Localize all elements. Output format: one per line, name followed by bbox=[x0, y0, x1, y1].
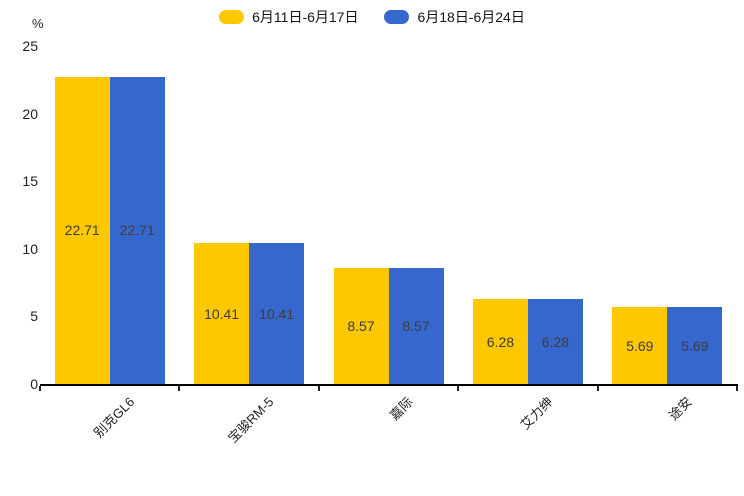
x-axis-label: 嘉际 bbox=[387, 394, 417, 424]
x-axis-tick-mark bbox=[317, 386, 320, 391]
bar-value-label: 22.71 bbox=[64, 222, 100, 239]
legend-swatch-week1-icon bbox=[219, 10, 245, 24]
legend-swatch-week2-icon bbox=[384, 10, 410, 24]
y-axis-tick-label: 15 bbox=[22, 173, 38, 190]
bar-series0-cat2: 8.57 bbox=[333, 268, 389, 384]
x-axis-tick-mark bbox=[457, 386, 460, 391]
legend-item-week1[interactable]: 6月11日-6月17日 bbox=[219, 8, 358, 26]
bar-value-label: 22.71 bbox=[119, 222, 155, 239]
legend-item-week2[interactable]: 6月18日-6月24日 bbox=[384, 8, 525, 26]
bar-value-label: 6.28 bbox=[541, 333, 570, 350]
y-axis-tick-label: 10 bbox=[22, 240, 38, 257]
bar-value-label: 10.41 bbox=[204, 305, 240, 322]
y-axis-tick-label: 25 bbox=[22, 38, 38, 54]
bar-value-label: 10.41 bbox=[259, 305, 295, 322]
x-axis-tick-mark bbox=[596, 386, 599, 391]
y-axis-unit-label: % bbox=[32, 16, 44, 31]
bar-series0-cat1: 10.41 bbox=[194, 243, 250, 384]
bar-value-label: 5.69 bbox=[626, 337, 654, 354]
bar-value-label: 5.69 bbox=[681, 337, 709, 354]
bar-value-label: 8.57 bbox=[347, 318, 375, 335]
x-axis-label: 艾力绅 bbox=[517, 394, 556, 433]
x-axis-tick-mark bbox=[736, 386, 738, 391]
bar-series1-cat3: 6.28 bbox=[527, 299, 583, 384]
legend-label-week2: 6月18日-6月24日 bbox=[417, 9, 525, 25]
bar-value-label: 8.57 bbox=[402, 318, 430, 335]
bar-series1-cat0: 22.71 bbox=[109, 76, 165, 384]
bar-series0-cat0: 22.71 bbox=[54, 76, 110, 384]
x-axis-label: 宝骏RM-5 bbox=[225, 394, 277, 446]
legend-label-week1: 6月11日-6月17日 bbox=[252, 9, 359, 25]
x-axis-label: 途安 bbox=[666, 394, 696, 424]
bar-series1-cat1: 10.41 bbox=[249, 243, 305, 384]
bar-value-label: 6.28 bbox=[486, 333, 515, 350]
y-axis-tick-label: 5 bbox=[30, 308, 38, 325]
x-axis-label: 别克GL6 bbox=[91, 394, 138, 441]
x-axis-tick-mark bbox=[178, 386, 181, 391]
bar-series1-cat4: 5.69 bbox=[667, 307, 723, 384]
chart-legend: 6月11日-6月17日 6月18日-6月24日 bbox=[0, 8, 744, 26]
x-axis-tick-mark bbox=[39, 386, 41, 391]
bar-series1-cat2: 8.57 bbox=[388, 268, 444, 384]
x-axis-line bbox=[40, 384, 738, 386]
bar-series0-cat3: 6.28 bbox=[472, 299, 528, 384]
y-axis-tick-label: 0 bbox=[30, 376, 38, 392]
bar-series0-cat4: 5.69 bbox=[612, 307, 668, 384]
y-axis-tick-label: 20 bbox=[22, 105, 38, 122]
